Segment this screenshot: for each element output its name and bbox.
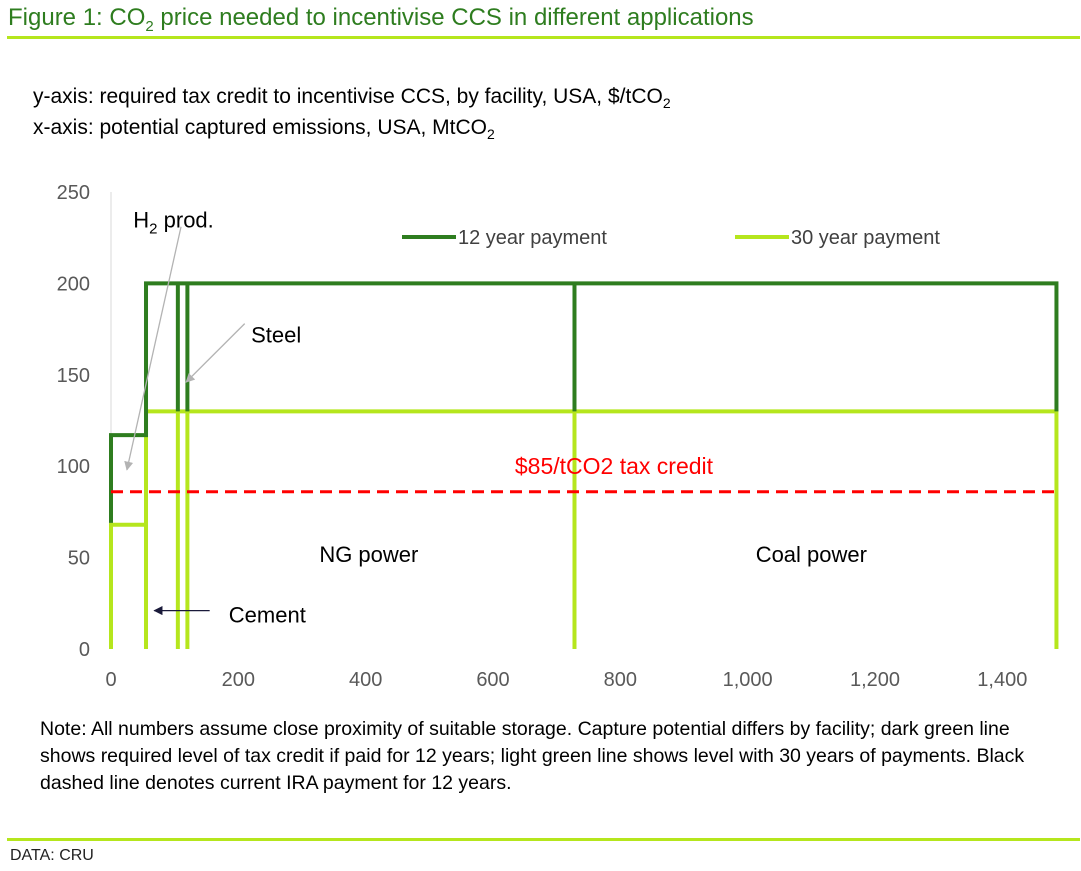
- x-axis-description: x-axis: potential captured emissions, US…: [33, 116, 495, 143]
- x-tick-label: 1,200: [850, 669, 900, 691]
- figure-title: Figure 1: CO2 price needed to incentivis…: [8, 4, 754, 35]
- x-tick-label: 600: [476, 669, 509, 691]
- y-tick-label: 0: [79, 639, 90, 661]
- chart-note: Note: All numbers assume close proximity…: [40, 718, 1025, 794]
- annotation-arrow: [124, 226, 182, 471]
- title-rule: [7, 36, 1080, 39]
- tax-credit-label: $85/tCO2 tax credit: [515, 453, 714, 479]
- series-lines: [109, 281, 1059, 649]
- tax-credit-reference: $85/tCO2 tax credit: [111, 453, 1057, 494]
- x-tick-label: 0: [105, 669, 116, 691]
- annotation-label: H2 prod.: [133, 207, 214, 237]
- y-axis-description: y-axis: required tax credit to incentivi…: [33, 85, 671, 112]
- x-tick-label: 800: [604, 669, 637, 691]
- annotation-label: Coal power: [756, 542, 867, 567]
- x-tick-label: 1,400: [977, 669, 1027, 691]
- series-12-year-line: [109, 281, 1059, 523]
- y-tick-label: 200: [57, 273, 90, 295]
- x-tick-label: 400: [349, 669, 382, 691]
- annotations: H2 prod. Steel Cement NG power Coal power: [124, 207, 867, 627]
- annotation-label: Steel: [251, 323, 301, 348]
- legend: 12 year payment 30 year payment: [402, 227, 940, 249]
- y-tick-label: 250: [57, 182, 90, 204]
- data-source: DATA: CRU: [10, 847, 94, 864]
- annotation-arrow: [185, 323, 246, 383]
- legend-label: 30 year payment: [791, 227, 940, 249]
- x-tick-label: 1,000: [723, 669, 773, 691]
- annotation-label: NG power: [319, 542, 418, 567]
- x-tick-label: 200: [222, 669, 255, 691]
- series-30-year-line: [109, 409, 1059, 649]
- y-tick-label: 50: [68, 548, 90, 570]
- legend-label: 12 year payment: [458, 227, 607, 249]
- y-tick-label: 150: [57, 365, 90, 387]
- annotation-label: Cement: [229, 602, 306, 627]
- axes: 0 50 100 150 200 250 0 200 400 600 800 1,000 1,200 1,…: [57, 182, 1028, 691]
- footer-rule: [7, 838, 1080, 841]
- y-tick-label: 100: [57, 456, 90, 478]
